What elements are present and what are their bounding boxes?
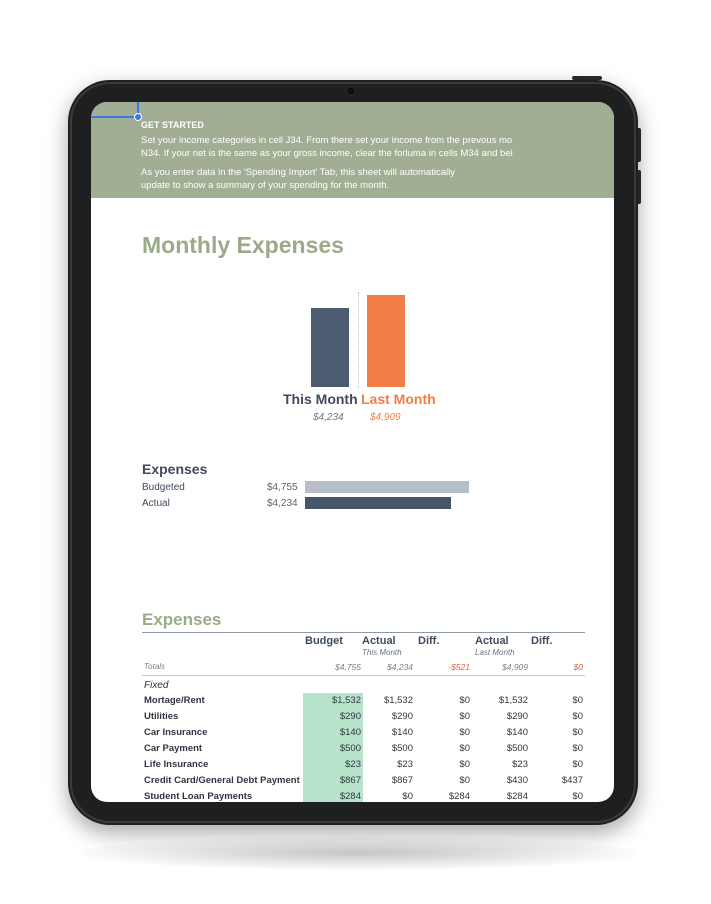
actual-cell[interactable]: $867: [391, 775, 413, 786]
bar-divider: [358, 292, 359, 388]
budget-cell-highlight: [303, 693, 363, 709]
diff-last-cell[interactable]: $0: [572, 743, 583, 754]
actual-cell[interactable]: $1,532: [383, 695, 413, 706]
budget-cell[interactable]: $23: [345, 759, 361, 770]
selection-handle[interactable]: [134, 113, 142, 121]
diff-cell[interactable]: $0: [459, 775, 470, 786]
table-row-name[interactable]: Credit Card/General Debt Payment: [144, 775, 300, 786]
header-budget: Budget: [305, 635, 343, 647]
totals-budget: $4,755: [335, 662, 361, 672]
budget-cell-highlight: [303, 741, 363, 757]
diff-last-cell[interactable]: $0: [572, 759, 583, 770]
last-month-bar: [367, 295, 405, 387]
diff-cell[interactable]: $284: [448, 791, 470, 802]
diff-last-cell[interactable]: $0: [572, 711, 583, 722]
actual-last-cell[interactable]: $290: [506, 711, 528, 722]
fixed-group-label: Fixed: [144, 680, 169, 691]
budget-cell[interactable]: $140: [339, 727, 361, 738]
table-row-name[interactable]: Utilities: [144, 711, 179, 722]
actual-bar: [305, 497, 451, 509]
header-diff-last: Diff.: [531, 635, 553, 647]
last-month-label: Last Month: [361, 391, 436, 407]
diff-cell[interactable]: $0: [459, 727, 470, 738]
banner-text-line: As you enter data in the 'Spending Impor…: [141, 167, 455, 178]
actual-cell[interactable]: $23: [397, 759, 413, 770]
totals-actual-last: $4,909: [502, 662, 528, 672]
budget-cell[interactable]: $290: [339, 711, 361, 722]
actual-cell[interactable]: $290: [391, 711, 413, 722]
diff-cell[interactable]: $0: [459, 759, 470, 770]
diff-last-cell[interactable]: $0: [572, 695, 583, 706]
spreadsheet-screen: GET STARTED Set your income categories i…: [91, 102, 614, 802]
actual-cell[interactable]: $0: [402, 791, 413, 802]
totals-rule: [142, 675, 585, 676]
totals-diff: -$521: [448, 662, 470, 672]
totals-diff-last: $0: [573, 662, 583, 672]
diff-cell[interactable]: $0: [459, 695, 470, 706]
table-top-rule: [142, 632, 585, 633]
diff-last-cell[interactable]: $437: [561, 775, 583, 786]
totals-actual: $4,234: [387, 662, 413, 672]
totals-label: Totals: [144, 662, 166, 671]
budget-cell[interactable]: $867: [339, 775, 361, 786]
cell-selection-line: [91, 116, 138, 118]
actual-cell[interactable]: $500: [391, 743, 413, 754]
last-month-amount: $4,909: [370, 412, 401, 423]
table-row-name[interactable]: Student Loan Payments: [144, 791, 253, 802]
actual-amount: $4,234: [267, 498, 298, 509]
expenses-table-title: Expenses: [142, 610, 222, 629]
banner-text-line: N34. If your net is the same as your gro…: [141, 148, 513, 159]
budgeted-bar: [305, 481, 469, 493]
volume-up-button: [637, 128, 641, 162]
diff-last-cell[interactable]: $0: [572, 791, 583, 802]
cell-selection-edge: [137, 102, 139, 117]
budgeted-amount: $4,755: [267, 482, 298, 493]
camera-icon: [346, 86, 356, 96]
actual-last-cell[interactable]: $140: [506, 727, 528, 738]
banner-text-line: update to show a summary of your spendin…: [141, 180, 390, 191]
page-title: Monthly Expenses: [142, 232, 344, 258]
device-shadow: [78, 836, 638, 870]
budget-cell[interactable]: $284: [339, 791, 361, 802]
header-actual-last: Actual: [475, 635, 509, 647]
volume-down-button: [637, 170, 641, 204]
this-month-amount: $4,234: [313, 412, 344, 423]
banner-text-line: Set your income categories in cell J34. …: [141, 135, 513, 146]
header-diff: Diff.: [418, 635, 440, 647]
actual-cell[interactable]: $140: [391, 727, 413, 738]
actual-last-cell[interactable]: $284: [506, 791, 528, 802]
budget-cell-highlight: [303, 725, 363, 741]
actual-label: Actual: [142, 498, 170, 509]
budget-cell[interactable]: $500: [339, 743, 361, 754]
budgeted-label: Budgeted: [142, 482, 185, 493]
get-started-banner: GET STARTED Set your income categories i…: [91, 102, 614, 198]
actual-last-cell[interactable]: $1,532: [498, 695, 528, 706]
this-month-bar: [311, 308, 349, 387]
header-actual: Actual: [362, 635, 396, 647]
budget-cell-highlight: [303, 773, 363, 789]
this-month-label: This Month: [283, 391, 358, 407]
actual-last-cell[interactable]: $430: [506, 775, 528, 786]
header-sub-this-month: This Month: [362, 648, 402, 657]
actual-last-cell[interactable]: $23: [512, 759, 528, 770]
diff-last-cell[interactable]: $0: [572, 727, 583, 738]
diff-cell[interactable]: $0: [459, 711, 470, 722]
table-row-name[interactable]: Mortage/Rent: [144, 695, 205, 706]
header-sub-last-month: Last Month: [475, 648, 515, 657]
banner-title: GET STARTED: [141, 120, 204, 130]
actual-last-cell[interactable]: $500: [506, 743, 528, 754]
expenses-summary-title: Expenses: [142, 461, 208, 477]
diff-cell[interactable]: $0: [459, 743, 470, 754]
budget-cell-highlight: [303, 789, 363, 802]
budget-cell-highlight: [303, 709, 363, 725]
budget-cell[interactable]: $1,532: [331, 695, 361, 706]
budget-cell-highlight: [303, 757, 363, 773]
table-row-name[interactable]: Car Insurance: [144, 727, 208, 738]
table-row-name[interactable]: Life Insurance: [144, 759, 209, 770]
table-row-name[interactable]: Car Payment: [144, 743, 203, 754]
power-button: [572, 76, 602, 80]
